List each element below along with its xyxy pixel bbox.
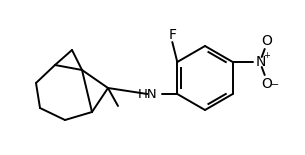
Text: −: − [271,80,279,90]
Text: O: O [261,34,272,48]
Text: HN: HN [138,88,157,100]
Text: F: F [168,28,176,42]
Text: N: N [256,55,266,69]
Text: O: O [261,77,272,91]
Text: +: + [263,51,270,60]
